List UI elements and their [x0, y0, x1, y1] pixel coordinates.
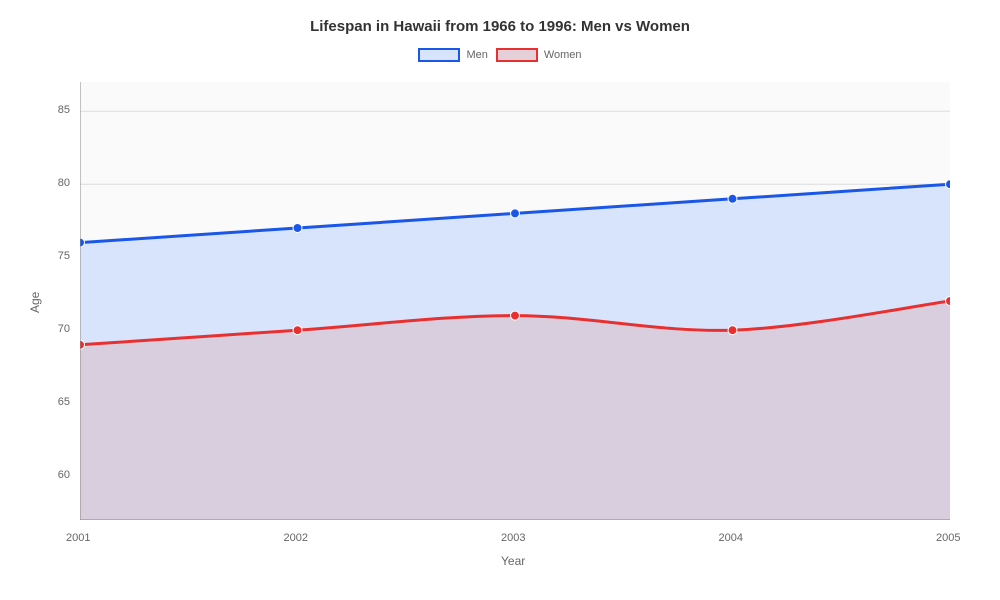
legend-item-women[interactable]: Women: [496, 48, 582, 62]
legend-swatch-men: [418, 48, 460, 62]
y-tick-label: 75: [58, 250, 70, 262]
legend-swatch-women: [496, 48, 538, 62]
chart-svg: [80, 82, 950, 520]
x-tick-label: 2005: [936, 532, 960, 544]
y-tick-label: 65: [58, 396, 70, 408]
legend-label-men: Men: [466, 49, 487, 61]
y-tick-label: 70: [58, 323, 70, 335]
y-tick-label: 80: [58, 177, 70, 189]
x-tick-label: 2001: [66, 532, 90, 544]
legend-item-men[interactable]: Men: [418, 48, 487, 62]
y-axis-label: Age: [28, 292, 42, 313]
y-tick-label: 85: [58, 104, 70, 116]
x-axis-label: Year: [501, 554, 525, 568]
chart-title: Lifespan in Hawaii from 1966 to 1996: Me…: [0, 18, 1000, 35]
y-tick-label: 60: [58, 469, 70, 481]
legend: Men Women: [0, 48, 1000, 62]
chart-container: Lifespan in Hawaii from 1966 to 1996: Me…: [0, 0, 1000, 600]
legend-label-women: Women: [544, 49, 582, 61]
x-tick-label: 2002: [284, 532, 308, 544]
x-tick-label: 2004: [719, 532, 743, 544]
x-tick-label: 2003: [501, 532, 525, 544]
plot-area: [80, 82, 950, 520]
